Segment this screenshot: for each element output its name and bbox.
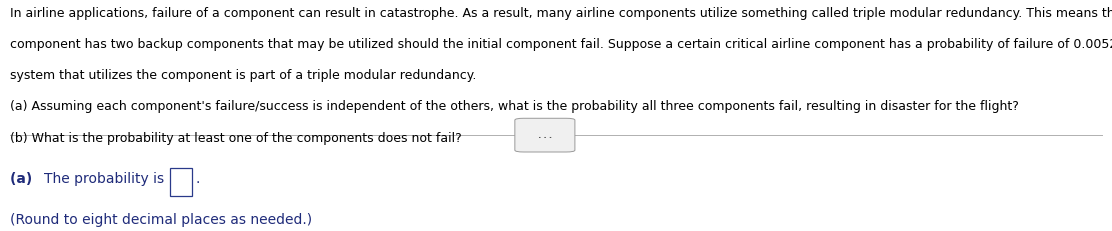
FancyBboxPatch shape bbox=[515, 118, 575, 152]
Text: .: . bbox=[196, 172, 200, 186]
Text: system that utilizes the component is part of a triple modular redundancy.: system that utilizes the component is pa… bbox=[10, 69, 476, 82]
Text: The probability is: The probability is bbox=[44, 172, 165, 186]
Text: (Round to eight decimal places as needed.): (Round to eight decimal places as needed… bbox=[10, 213, 312, 227]
Text: component has two backup components that may be utilized should the initial comp: component has two backup components that… bbox=[10, 38, 1112, 51]
FancyBboxPatch shape bbox=[170, 168, 192, 196]
Text: In airline applications, failure of a component can result in catastrophe. As a : In airline applications, failure of a co… bbox=[10, 7, 1112, 20]
Text: (a) Assuming each component's failure/success is independent of the others, what: (a) Assuming each component's failure/su… bbox=[10, 100, 1019, 113]
Text: (b) What is the probability at least one of the components does not fail?: (b) What is the probability at least one… bbox=[10, 132, 461, 145]
Text: (a): (a) bbox=[10, 172, 37, 186]
Text: ...: ... bbox=[537, 131, 553, 140]
